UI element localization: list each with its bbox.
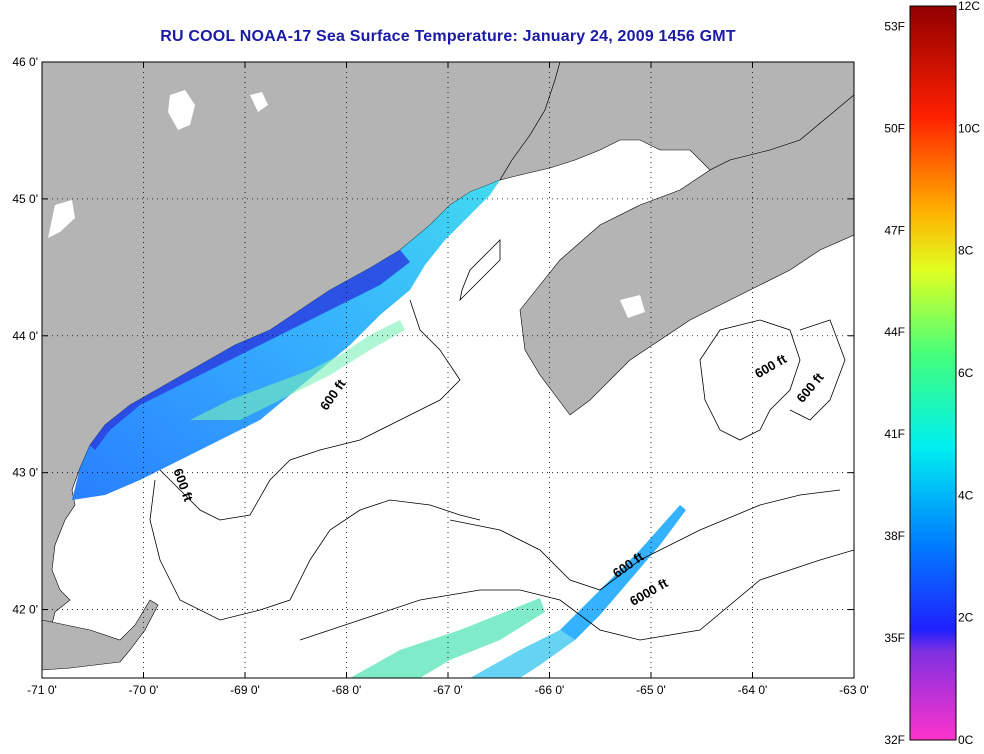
- contour-6000: [449, 489, 841, 591]
- lon-tick-label: -68 0': [332, 683, 362, 697]
- axis-labels: 46 0' 45 0' 44 0' 43 0' 42 0' -71 0' -70 0' -69…: [12, 55, 868, 697]
- sst-light-band: [190, 320, 405, 420]
- lon-tick-label: -66 0': [535, 683, 565, 697]
- lake-3: [48, 200, 75, 238]
- contour-600-scotian-2: [789, 319, 846, 421]
- colorbar: [909, 5, 957, 741]
- contour-600-scotian: [699, 319, 801, 441]
- colorbar-f-label: 38F: [884, 529, 905, 543]
- colorbar-c-label: 10C: [958, 121, 980, 135]
- lon-tick-label: -71 0': [27, 683, 57, 697]
- lake-2: [250, 92, 268, 112]
- colorbar-c-label: 6C: [958, 366, 974, 380]
- colorbar-c-label: 4C: [958, 488, 974, 502]
- lon-tick-label: -69 0': [230, 683, 260, 697]
- colorbar-f-label: 41F: [884, 427, 905, 441]
- bathymetry-contours: [149, 239, 854, 641]
- contour-6000-south: [299, 549, 854, 641]
- colorbar-f-label: 50F: [884, 121, 905, 135]
- lon-tick-label: -65 0': [636, 683, 666, 697]
- colorbar-c-label: 2C: [958, 611, 974, 625]
- lat-tick-label: 42 0': [12, 603, 38, 617]
- colorbar-c-label: 8C: [958, 244, 974, 258]
- lake-1: [168, 90, 195, 130]
- lake-4: [620, 295, 645, 318]
- land-nova-scotia: [519, 94, 854, 416]
- contour-600-gulf: [159, 299, 461, 521]
- colorbar-labels: 53F 50F 47F 44F 41F 38F 35F 32F 12C 10C 8C 6C 4C 2C 0C: [884, 0, 980, 747]
- sst-dark-coast: [90, 250, 410, 450]
- colorbar-c-label: 12C: [958, 0, 980, 13]
- colorbar-c-label: 0C: [958, 733, 974, 747]
- lon-tick-label: -64 0': [738, 683, 768, 697]
- colorbar-f-label: 32F: [884, 733, 905, 747]
- lon-tick-label: -67 0': [433, 683, 463, 697]
- lon-tick-label: -70 0': [129, 683, 159, 697]
- colorbar-f-label: 53F: [884, 19, 905, 33]
- lat-tick-label: 46 0': [12, 55, 38, 69]
- sst-swath-south-2: [470, 630, 575, 678]
- colorbar-f-label: 44F: [884, 325, 905, 339]
- lat-tick-label: 43 0': [12, 466, 38, 480]
- contour-600-banks: [459, 239, 501, 302]
- colorbar-f-label: 35F: [884, 631, 905, 645]
- map-title: RU COOL NOAA-17 Sea Surface Temperature:…: [160, 28, 736, 45]
- land-cape-cod: [42, 599, 159, 671]
- lon-tick-label: -63 0': [839, 683, 869, 697]
- contour-600-west: [149, 479, 481, 621]
- lat-tick-label: 45 0': [12, 192, 38, 206]
- graticule: [42, 62, 854, 678]
- lat-tick-label: 44 0': [12, 329, 38, 343]
- colorbar-f-label: 47F: [884, 223, 905, 237]
- sst-swath-south: [350, 598, 545, 678]
